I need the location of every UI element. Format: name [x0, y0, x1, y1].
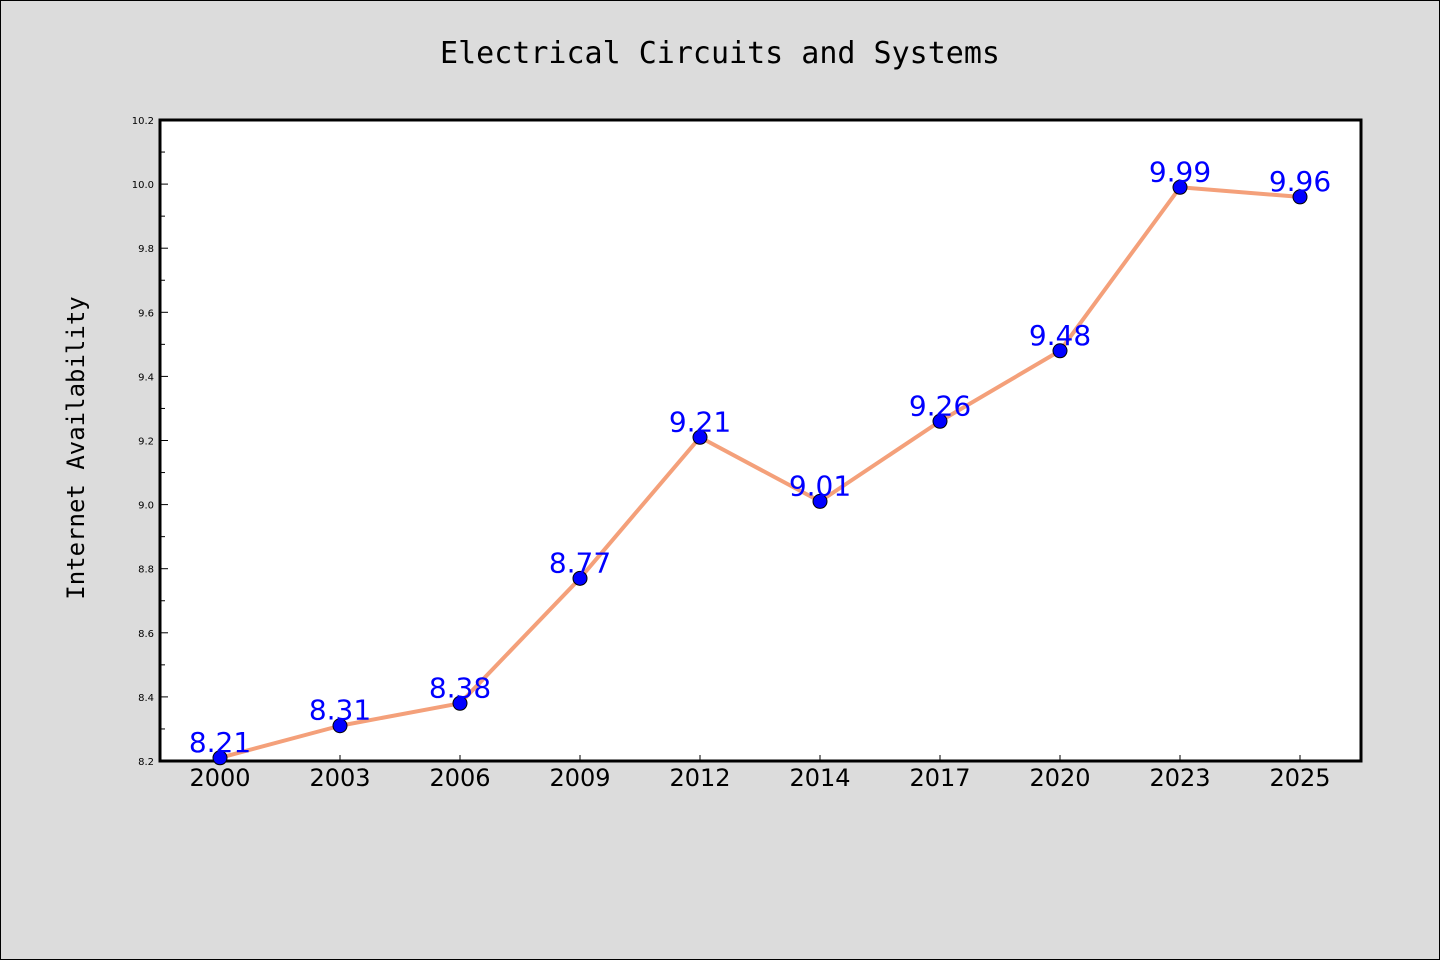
data-point — [1292, 189, 1308, 205]
chart-title: Electrical Circuits and Systems — [440, 36, 1000, 71]
y-tick-label: 10.2 — [132, 116, 154, 127]
data-label: 9.26 — [909, 389, 971, 422]
data-label: 9.96 — [1269, 165, 1331, 198]
x-tick-label: 2023 — [1149, 764, 1210, 792]
x-tick-label: 2020 — [1029, 764, 1090, 792]
data-label: 8.77 — [549, 546, 611, 579]
x-tick-label: 2012 — [669, 764, 730, 792]
y-tick-label: 9.4 — [138, 372, 154, 383]
data-point — [692, 429, 708, 445]
data-point — [1172, 179, 1188, 195]
x-axis-ticks: 2000 2003 2006 2009 2012 2014 2017 2020 2023 2025 — [189, 755, 1331, 792]
plot-area — [158, 118, 1363, 763]
x-tick-label: 2014 — [789, 764, 850, 792]
x-tick-label: 2000 — [189, 764, 250, 792]
y-tick-label: 10.0 — [132, 180, 154, 191]
y-tick-label: 9.6 — [138, 308, 154, 319]
y-tick-label: 9.2 — [138, 437, 154, 448]
data-label: 9.21 — [669, 405, 731, 438]
data-point — [812, 493, 828, 509]
y-tick-label: 8.8 — [138, 565, 154, 576]
series-line — [219, 185, 1301, 760]
y-tick-label: 9.8 — [138, 244, 154, 255]
data-point — [452, 695, 468, 711]
data-labels: 8.21 8.31 8.38 8.77 9.21 9.01 9.26 9.48 9.99 9.96 — [189, 155, 1331, 758]
y-tick-label: 8.6 — [138, 629, 154, 640]
x-tick-label: 2017 — [909, 764, 970, 792]
data-point — [1052, 343, 1068, 359]
y-tick-label: 8.4 — [138, 693, 154, 704]
data-point — [332, 718, 348, 734]
y-tick-label: 9.0 — [138, 501, 154, 512]
data-point — [932, 413, 948, 429]
y-tick-label: 8.2 — [138, 757, 154, 768]
data-label: 9.48 — [1029, 319, 1091, 352]
data-label: 8.21 — [189, 726, 251, 759]
y-axis-ticks: 8.2 8.4 8.6 8.8 9.0 9.2 9.4 9.6 9.8 10.0 10.2 — [132, 116, 168, 768]
data-markers — [212, 179, 1308, 766]
x-tick-label: 2025 — [1269, 764, 1330, 792]
x-tick-label: 2009 — [549, 764, 610, 792]
data-point — [572, 570, 588, 586]
data-point — [212, 750, 228, 766]
x-tick-label: 2006 — [429, 764, 490, 792]
data-label: 8.38 — [429, 671, 491, 704]
x-tick-label: 2003 — [309, 764, 370, 792]
data-label: 9.01 — [789, 469, 851, 502]
data-label: 9.99 — [1149, 155, 1211, 188]
y-axis-label: Internet Availability — [62, 296, 90, 599]
data-label: 8.31 — [309, 694, 371, 727]
